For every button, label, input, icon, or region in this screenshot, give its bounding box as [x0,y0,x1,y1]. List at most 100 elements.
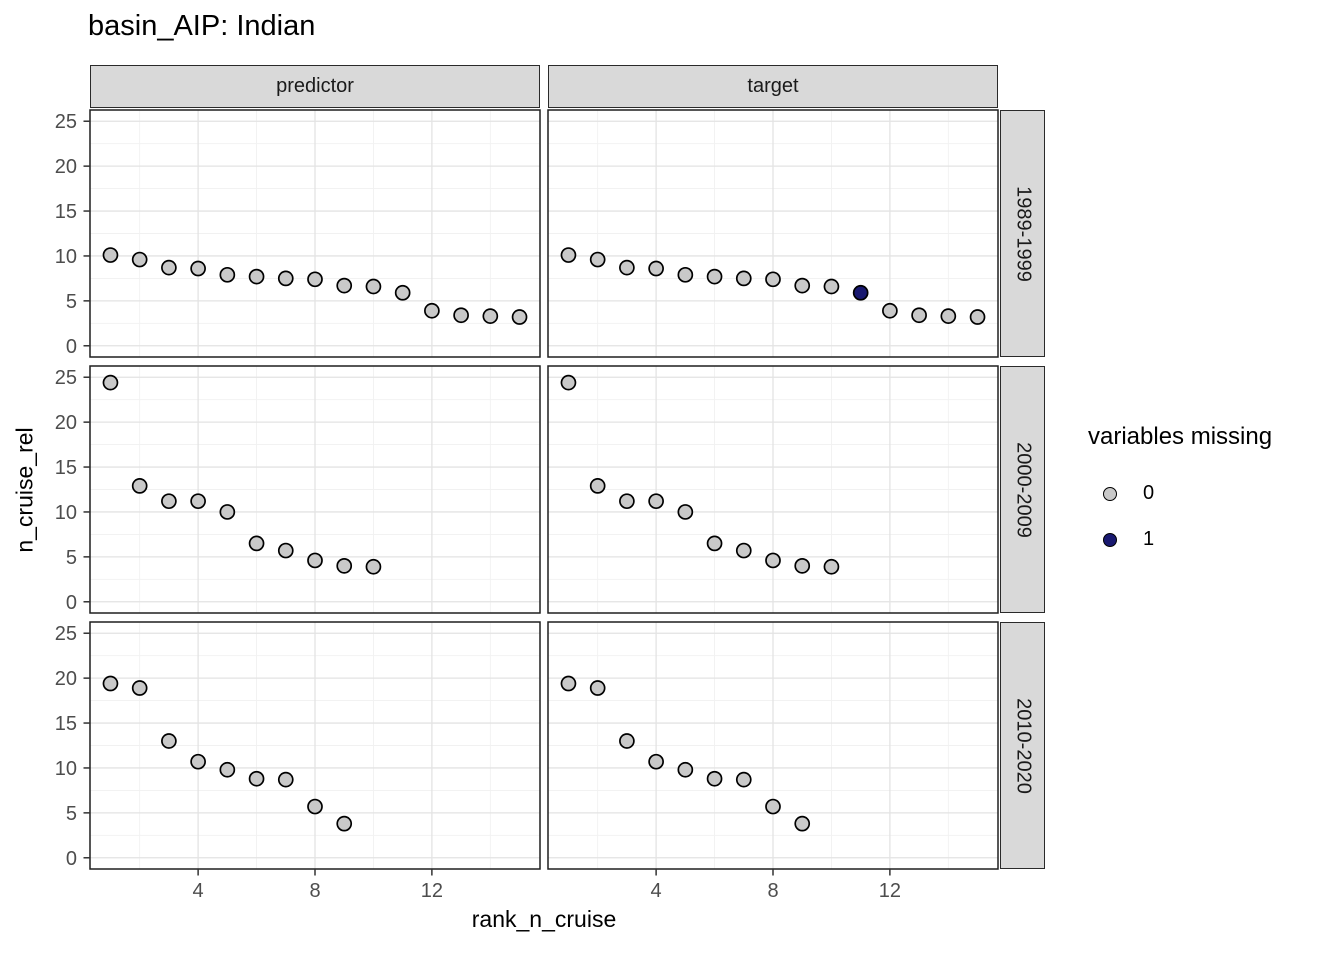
data-point-missing-0 [823,278,840,295]
data-point-missing-0 [560,374,577,391]
x-axis-tick-label: 4 [651,880,662,902]
y-axis-tick-label: 5 [66,547,77,569]
y-axis-tick-label: 15 [55,457,77,479]
y-axis-tick-label: 15 [55,201,77,223]
data-point-missing-0 [102,374,119,391]
y-axis-tick-label: 20 [55,412,77,434]
data-point-missing-0 [619,733,635,749]
data-point-missing-1 [852,284,869,301]
data-point-missing-0 [248,268,265,285]
data-point-missing-0 [336,277,353,294]
panel-border [89,109,541,358]
data-point-missing-0 [677,504,694,520]
y-axis-tick-label: 10 [55,502,77,524]
data-point-missing-0 [969,309,986,325]
data-point-missing-0 [619,493,635,510]
data-point-missing-0 [560,675,577,692]
data-point-missing-0 [765,798,781,815]
data-point-missing-0 [589,478,606,494]
data-point-missing-0 [190,493,206,510]
data-point-missing-0 [482,308,499,324]
data-point-missing-0 [277,771,294,788]
legend-item-0: 0 [1103,482,1154,505]
y-axis-tick-label: 10 [55,758,77,780]
facet-col-strip-target: target [548,65,998,108]
y-axis-tick-label: 15 [55,713,77,735]
data-point-missing-0 [161,733,177,749]
data-point-missing-0 [190,753,206,770]
y-axis-tick-label: 20 [55,668,77,690]
y-axis-tick-label: 20 [55,156,77,178]
data-point-missing-0 [619,259,635,276]
x-axis-tick-label: 12 [421,880,443,902]
legend-swatch-navy-icon [1103,532,1117,547]
data-point-missing-0 [511,309,528,325]
data-point-missing-0 [336,815,353,832]
y-axis-tick-label: 0 [66,592,77,614]
data-point-missing-0 [823,558,840,575]
facet-row-strip-1989-1999: 1989-1999 [1000,110,1045,357]
y-axis-tick-label: 25 [55,623,77,645]
data-point-missing-0 [248,770,265,787]
legend-title: variables missing [1088,423,1273,450]
data-point-missing-0 [219,266,236,283]
y-axis-title: n_cruise_rel [11,427,38,553]
data-point-missing-0 [765,552,781,569]
facet-row-strip-2000-2009: 2000-2009 [1000,366,1045,613]
data-point-missing-0 [365,278,382,295]
data-point-missing-0 [161,259,177,276]
legend-label: 0 [1143,482,1155,504]
data-point-missing-0 [735,270,752,287]
data-point-missing-0 [277,270,294,287]
data-point-missing-0 [277,542,294,559]
x-axis-tick-label: 4 [193,880,204,902]
legend-label: 1 [1143,528,1155,550]
data-point-missing-0 [131,251,148,268]
plot-title: basin_AIP: Indian [88,10,316,42]
data-point-missing-0 [560,247,577,263]
data-point-missing-0 [648,753,664,770]
data-point-missing-0 [706,770,723,787]
data-point-missing-0 [677,761,694,778]
y-axis-tick-label: 25 [55,111,77,133]
y-axis-tick-label: 5 [66,291,77,313]
facet-col-label: predictor [276,75,354,97]
x-axis-tick-label: 8 [309,880,320,902]
data-point-missing-0 [706,535,723,552]
data-point-missing-0 [794,277,811,294]
data-point-missing-0 [161,493,177,510]
data-point-missing-0 [706,268,723,285]
x-axis-tick-label: 8 [767,880,778,902]
data-point-missing-0 [589,251,606,268]
facet-col-strip-predictor: predictor [90,65,540,108]
y-axis-tick-label: 25 [55,367,77,389]
facet-row-strip-2010-2020: 2010-2020 [1000,622,1045,869]
data-point-missing-0 [940,308,957,324]
data-point-missing-0 [248,535,265,552]
y-axis-tick-label: 5 [66,803,77,825]
x-axis-tick-label: 12 [879,880,901,902]
legend-swatch-gray-icon [1103,486,1117,501]
data-point-missing-0 [307,271,323,288]
y-axis-tick-label: 0 [66,336,77,358]
data-point-missing-0 [648,260,664,277]
panel-border [89,365,541,614]
x-axis-title: rank_n_cruise [471,906,617,932]
data-point-missing-0 [219,761,236,778]
y-axis-tick-label: 0 [66,848,77,870]
facet-row-label: 1989-1999 [1012,185,1034,282]
data-point-missing-0 [131,478,148,494]
data-point-missing-0 [307,552,323,569]
data-point-missing-0 [911,307,927,324]
facet-row-label: 2000-2009 [1012,441,1034,538]
data-point-missing-0 [365,558,382,575]
data-point-missing-0 [219,504,236,520]
data-point-missing-0 [794,557,811,574]
y-axis-tick-label: 10 [55,246,77,268]
data-point-missing-0 [648,493,664,510]
data-point-missing-0 [765,271,781,288]
data-point-missing-0 [102,247,119,263]
data-point-missing-0 [394,284,411,301]
